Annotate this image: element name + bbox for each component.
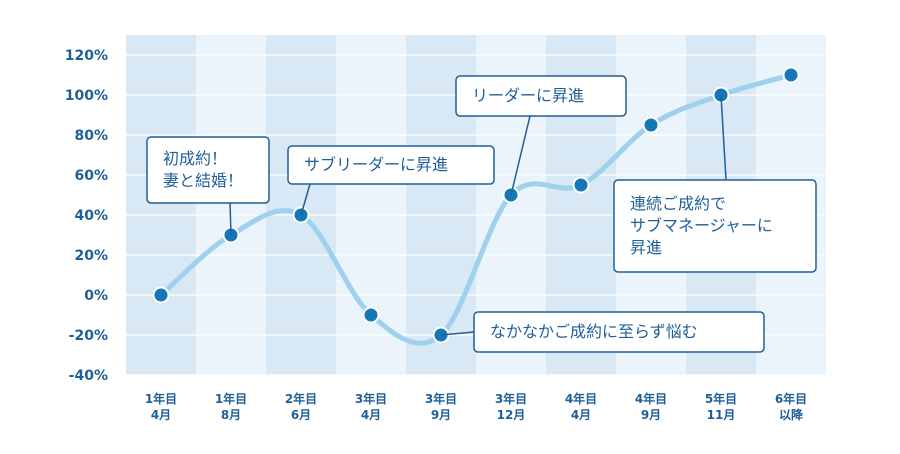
annotation-box — [473, 311, 765, 353]
annotation-leader — [229, 202, 232, 236]
x-tick-label: 3年目 12月 — [495, 391, 527, 422]
x-tick-line: 3年目 — [495, 391, 527, 406]
x-tick-line: 4月 — [361, 408, 381, 422]
x-tick-line: 4年目 — [635, 391, 667, 406]
y-tick-label: 100% — [65, 88, 108, 104]
x-tick-label: 4年目 9月 — [635, 391, 667, 422]
column-band — [196, 35, 266, 375]
x-tick-label: 6年目以降 — [775, 391, 807, 422]
annotation-text: 昇進 — [630, 238, 662, 257]
y-tick-label: 120% — [65, 48, 108, 64]
annotation-text: 連続ご成約で — [630, 194, 726, 213]
x-tick-label: 3年目 9月 — [425, 391, 457, 422]
x-tick-line: 3年目 — [425, 391, 457, 406]
column-band — [126, 35, 196, 375]
x-tick-line: 9月 — [431, 408, 451, 422]
x-tick-line: 3年目 — [355, 391, 387, 406]
x-tick-label: 1年目 8月 — [215, 391, 247, 422]
column-band — [266, 35, 336, 375]
y-tick-label: 60% — [74, 168, 108, 184]
series-line — [158, 72, 794, 346]
annotation-box — [455, 75, 627, 117]
annotation-text: サブマネージャーに — [630, 216, 773, 235]
x-tick-line: 9月 — [641, 408, 661, 422]
x-tick-line: 11月 — [707, 408, 736, 422]
annotation-text: 初成約！ — [163, 149, 227, 168]
annotation-text: 妻と結婚！ — [163, 171, 243, 190]
x-tick-line: 5年目 — [705, 391, 737, 406]
x-tick-line: 1年目 — [145, 391, 177, 406]
x-tick-line: 4月 — [151, 408, 171, 422]
data-point — [642, 116, 660, 134]
annotation-callout: なかなかご成約に至らず悩む — [473, 311, 765, 353]
annotation-box — [287, 145, 495, 185]
y-tick-label: 20% — [74, 248, 108, 264]
data-point — [572, 176, 590, 194]
y-tick-label: 0% — [84, 288, 108, 304]
annotation-callout: 初成約！ 妻と結婚！ — [146, 136, 270, 204]
x-tick-line: 8月 — [221, 408, 241, 422]
x-tick-line: 以降 — [779, 407, 804, 422]
y-axis: -40% -20% 0% 20% 40% 60% 80% 100% 120% — [65, 48, 108, 384]
annotation-leader — [300, 183, 311, 216]
annotation-leader — [440, 331, 475, 336]
data-point — [152, 286, 170, 304]
annotation-text: なかなかご成約に至らず悩む — [490, 322, 698, 341]
x-tick-label: 1年目 4月 — [145, 391, 177, 422]
annotation-leader — [510, 115, 531, 196]
data-point — [362, 306, 380, 324]
annotation-box — [613, 179, 817, 273]
annotation-callout: リーダーに昇進 — [455, 75, 627, 117]
x-tick-line: 4年目 — [565, 391, 597, 406]
x-tick-label: 5年目 11月 — [705, 391, 737, 422]
x-tick-line: 4月 — [571, 408, 591, 422]
annotation-callout: サブリーダーに昇進 — [287, 145, 495, 185]
column-band — [336, 35, 406, 375]
annotation-box — [146, 136, 270, 204]
annotation-text: サブリーダーに昇進 — [304, 155, 448, 174]
y-tick-label: 40% — [74, 208, 108, 224]
y-tick-label: -20% — [69, 328, 108, 344]
data-point — [782, 66, 800, 84]
y-tick-label: -40% — [69, 368, 108, 384]
x-tick-line: 6年目 — [775, 391, 807, 406]
x-tick-line: 6月 — [291, 408, 311, 422]
x-tick-label: 3年目 4月 — [355, 391, 387, 422]
annotation-text: リーダーに昇進 — [472, 86, 584, 105]
x-tick-line: 2年目 — [285, 391, 317, 406]
x-tick-line: 1年目 — [215, 391, 247, 406]
annotation-leader — [720, 94, 727, 181]
x-tick-label: 4年目 4月 — [565, 391, 597, 422]
y-tick-label: 80% — [74, 128, 108, 144]
x-tick-label: 2年目 6月 — [285, 391, 317, 422]
x-tick-line: 12月 — [497, 408, 526, 422]
